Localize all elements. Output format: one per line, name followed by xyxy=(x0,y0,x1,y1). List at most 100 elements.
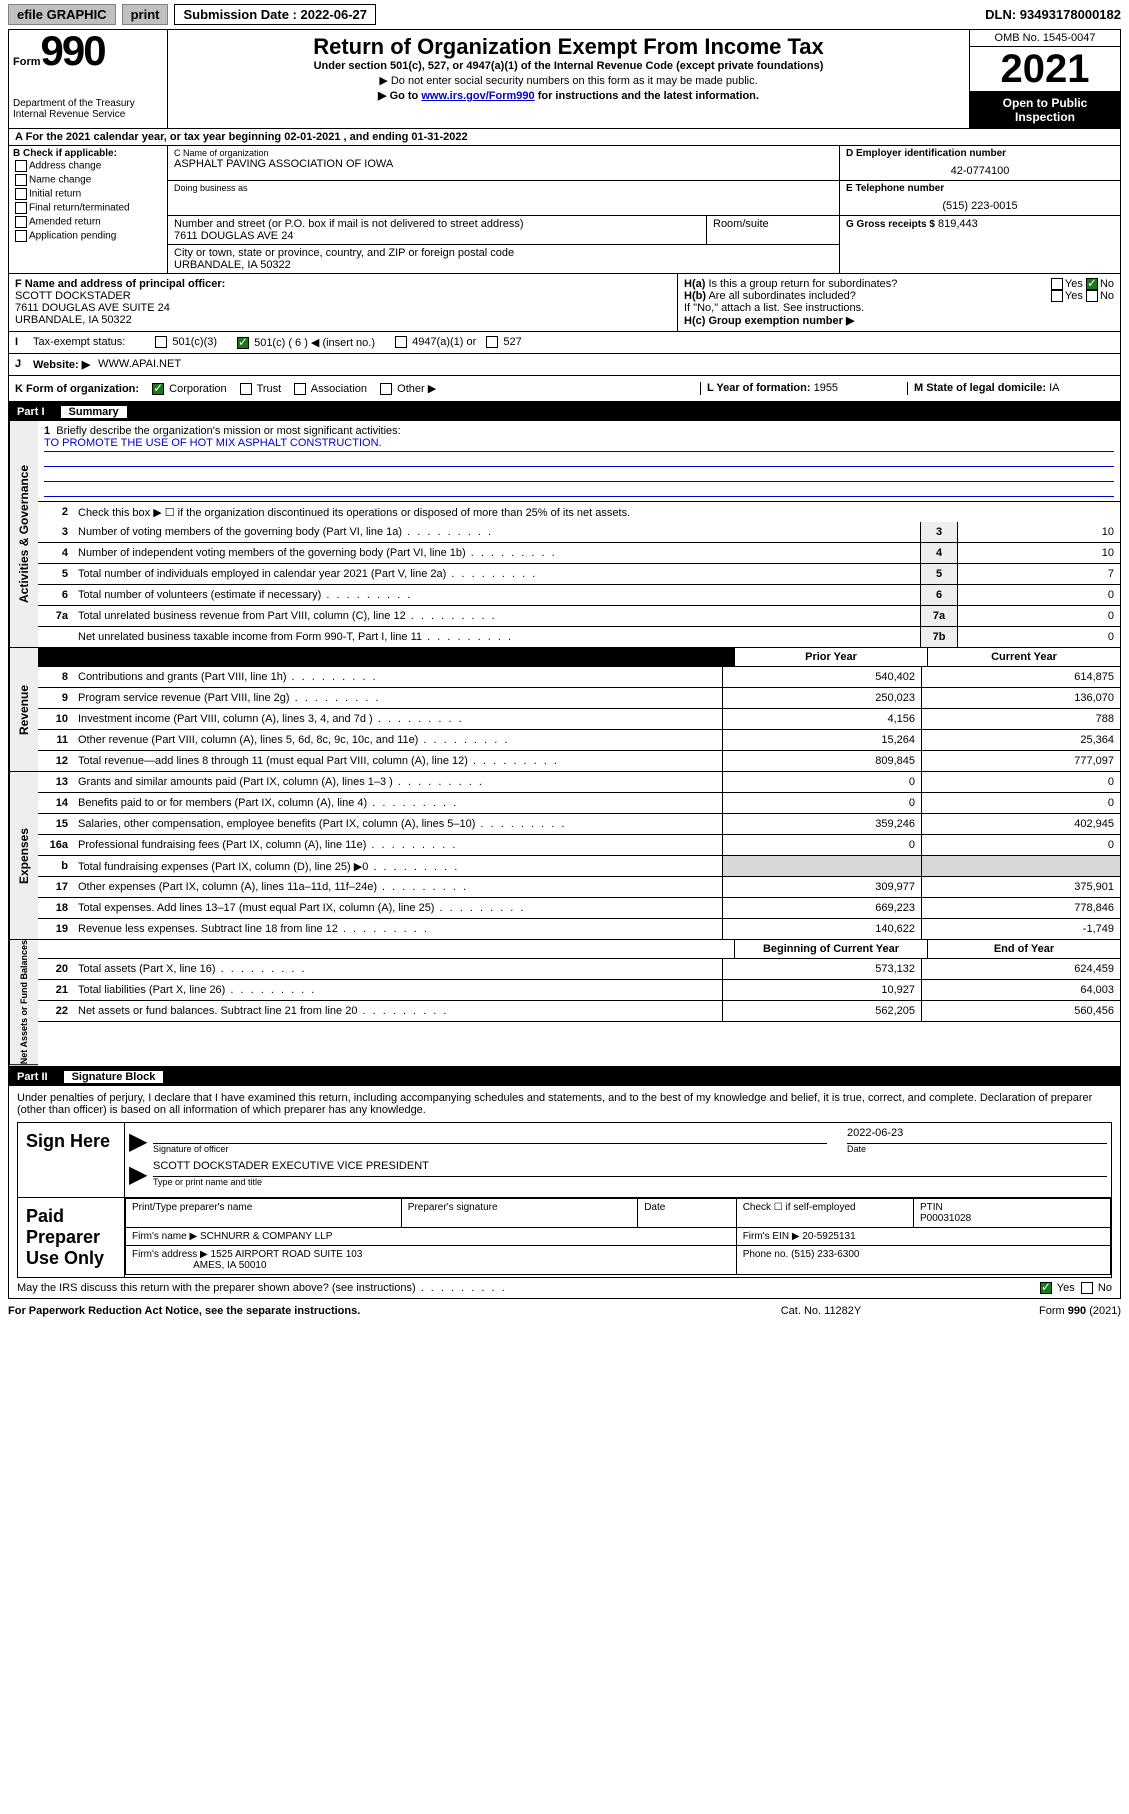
opt-initial-return: Initial return xyxy=(29,189,81,200)
opt-amended: Amended return xyxy=(29,217,101,228)
net-line-22: 22Net assets or fund balances. Subtract … xyxy=(38,1001,1120,1022)
chk-final-return[interactable] xyxy=(15,202,27,214)
firm-phone-label: Phone no. xyxy=(743,1249,789,1260)
opt-trust: Trust xyxy=(257,383,282,395)
tax-year-line: A For the 2021 calendar year, or tax yea… xyxy=(9,129,1120,146)
footer-center: Cat. No. 11282Y xyxy=(721,1305,921,1317)
line2-text: Check this box ▶ ☐ if the organization d… xyxy=(74,504,1120,521)
opt-app-pending: Application pending xyxy=(29,231,116,242)
opt-address-change: Address change xyxy=(29,161,101,172)
mission-blank1 xyxy=(44,452,1114,467)
tax-year: 2021 xyxy=(970,47,1120,92)
irs-label: Internal Revenue Service xyxy=(13,109,163,120)
topbar: efile GRAPHIC print Submission Date : 20… xyxy=(0,0,1129,29)
form-990-area: Form990 Department of the Treasury Inter… xyxy=(8,29,1121,1299)
officer-addr2: URBANDALE, IA 50322 xyxy=(15,314,671,326)
dept-label: Department of the Treasury xyxy=(13,98,163,109)
efile-button[interactable]: efile GRAPHIC xyxy=(8,4,116,25)
ha-no[interactable] xyxy=(1086,278,1098,290)
section-c: C Name of organization ASPHALT PAVING AS… xyxy=(168,146,839,273)
sign-here-label: Sign Here xyxy=(18,1123,125,1197)
room-label: Room/suite xyxy=(713,218,833,230)
chk-501c3[interactable] xyxy=(155,336,167,348)
inspection-line1: Open to Public xyxy=(974,96,1116,110)
chk-other[interactable] xyxy=(380,383,392,395)
form-subtitle: Under section 501(c), 527, or 4947(a)(1)… xyxy=(172,60,965,72)
prep-date-label: Date xyxy=(638,1198,737,1227)
mission-blank3 xyxy=(44,482,1114,497)
may-irs-row: May the IRS discuss this return with the… xyxy=(17,1282,1112,1294)
e-label: E Telephone number xyxy=(846,183,1114,194)
chk-amended[interactable] xyxy=(15,216,27,228)
paid-preparer-label: Paid Preparer Use Only xyxy=(18,1198,125,1277)
inspection-line2: Inspection xyxy=(974,110,1116,124)
revenue-section: Revenue Prior Year Current Year 8Contrib… xyxy=(9,648,1120,772)
opt-corp: Corporation xyxy=(169,383,226,395)
may-irs-text: May the IRS discuss this return with the… xyxy=(17,1282,1040,1294)
ha-yes[interactable] xyxy=(1051,278,1063,290)
sign-here-block: Sign Here ▶ Signature of officer 2022-06… xyxy=(17,1122,1112,1198)
dln-label: DLN: 93493178000182 xyxy=(985,7,1121,22)
ptin-label: PTIN xyxy=(920,1202,943,1213)
opt-other: Other ▶ xyxy=(397,383,436,395)
self-employed-check[interactable]: Check ☐ if self-employed xyxy=(736,1198,913,1227)
print-button[interactable]: print xyxy=(122,4,169,25)
part1-label: Part I xyxy=(17,406,45,418)
penalty-text: Under penalties of perjury, I declare th… xyxy=(9,1086,1120,1122)
gov-line-7a: 7aTotal unrelated business revenue from … xyxy=(38,606,1120,627)
goto-pre: ▶ Go to xyxy=(378,90,421,102)
chk-initial-return[interactable] xyxy=(15,188,27,200)
chk-4947[interactable] xyxy=(395,336,407,348)
section-i: I Tax-exempt status: 501(c)(3) 501(c) ( … xyxy=(9,332,1120,354)
prep-sig-label: Preparer's signature xyxy=(401,1198,637,1227)
section-h: H(a) Is this a group return for subordin… xyxy=(678,274,1120,331)
rev-line-9: 9Program service revenue (Part VIII, lin… xyxy=(38,688,1120,709)
chk-trust[interactable] xyxy=(240,383,252,395)
hb-yes[interactable] xyxy=(1051,290,1063,302)
chk-corp[interactable] xyxy=(152,383,164,395)
chk-assoc[interactable] xyxy=(294,383,306,395)
firm-name-label: Firm's name ▶ xyxy=(132,1231,197,1242)
goto-post: for instructions and the latest informat… xyxy=(535,90,759,102)
dba-label: Doing business as xyxy=(174,183,833,193)
netassets-section: Net Assets or Fund Balances Beginning of… xyxy=(9,940,1120,1067)
phone-value: (515) 223-0015 xyxy=(846,194,1114,212)
hdr-begin: Beginning of Current Year xyxy=(734,940,927,958)
discuss-no[interactable] xyxy=(1081,1282,1093,1294)
chk-501c[interactable] xyxy=(237,337,249,349)
firm-phone: (515) 233-6300 xyxy=(791,1249,859,1260)
part2-bar: Part II Signature Block xyxy=(9,1068,1120,1086)
m-label: M State of legal domicile: xyxy=(914,382,1046,394)
chk-527[interactable] xyxy=(486,336,498,348)
discuss-yes[interactable] xyxy=(1040,1282,1052,1294)
preparer-table: Print/Type preparer's name Preparer's si… xyxy=(125,1198,1111,1275)
addr-label: Number and street (or P.O. box if mail i… xyxy=(174,218,700,230)
gov-line-3: 3Number of voting members of the governi… xyxy=(38,522,1120,543)
part2-title: Signature Block xyxy=(64,1071,164,1083)
hb-no[interactable] xyxy=(1086,290,1098,302)
h-note: If "No," attach a list. See instructions… xyxy=(684,302,1114,314)
officer-addr1: 7611 DOUGLAS AVE SUITE 24 xyxy=(15,302,671,314)
mission-block: 1 Briefly describe the organization's mi… xyxy=(38,421,1120,502)
omb-number: OMB No. 1545-0047 xyxy=(970,30,1120,47)
firm-addr1: 1525 AIRPORT ROAD SUITE 103 xyxy=(211,1249,363,1260)
irs-link[interactable]: www.irs.gov/Form990 xyxy=(421,90,534,102)
gov-line-4: 4Number of independent voting members of… xyxy=(38,543,1120,564)
rev-line-11: 11Other revenue (Part VIII, column (A), … xyxy=(38,730,1120,751)
prep-name-label: Print/Type preparer's name xyxy=(126,1198,402,1227)
line1-label: Briefly describe the organization's miss… xyxy=(56,425,400,437)
chk-address-change[interactable] xyxy=(15,160,27,172)
mission-text: TO PROMOTE THE USE OF HOT MIX ASPHALT CO… xyxy=(44,437,1114,452)
b-label: B Check if applicable: xyxy=(13,148,163,159)
form-title: Return of Organization Exempt From Incom… xyxy=(172,34,965,60)
rev-line-8: 8Contributions and grants (Part VIII, li… xyxy=(38,667,1120,688)
officer-signature-line[interactable] xyxy=(153,1127,827,1144)
chk-name-change[interactable] xyxy=(15,174,27,186)
chk-app-pending[interactable] xyxy=(15,230,27,242)
footer-right: Form 990 (2021) xyxy=(921,1305,1121,1317)
date-label: Date xyxy=(847,1144,1107,1154)
exp-line-19: 19Revenue less expenses. Subtract line 1… xyxy=(38,919,1120,940)
rev-line-10: 10Investment income (Part VIII, column (… xyxy=(38,709,1120,730)
ein-value: 42-0774100 xyxy=(846,159,1114,177)
firm-addr-label: Firm's address ▶ xyxy=(132,1249,208,1260)
